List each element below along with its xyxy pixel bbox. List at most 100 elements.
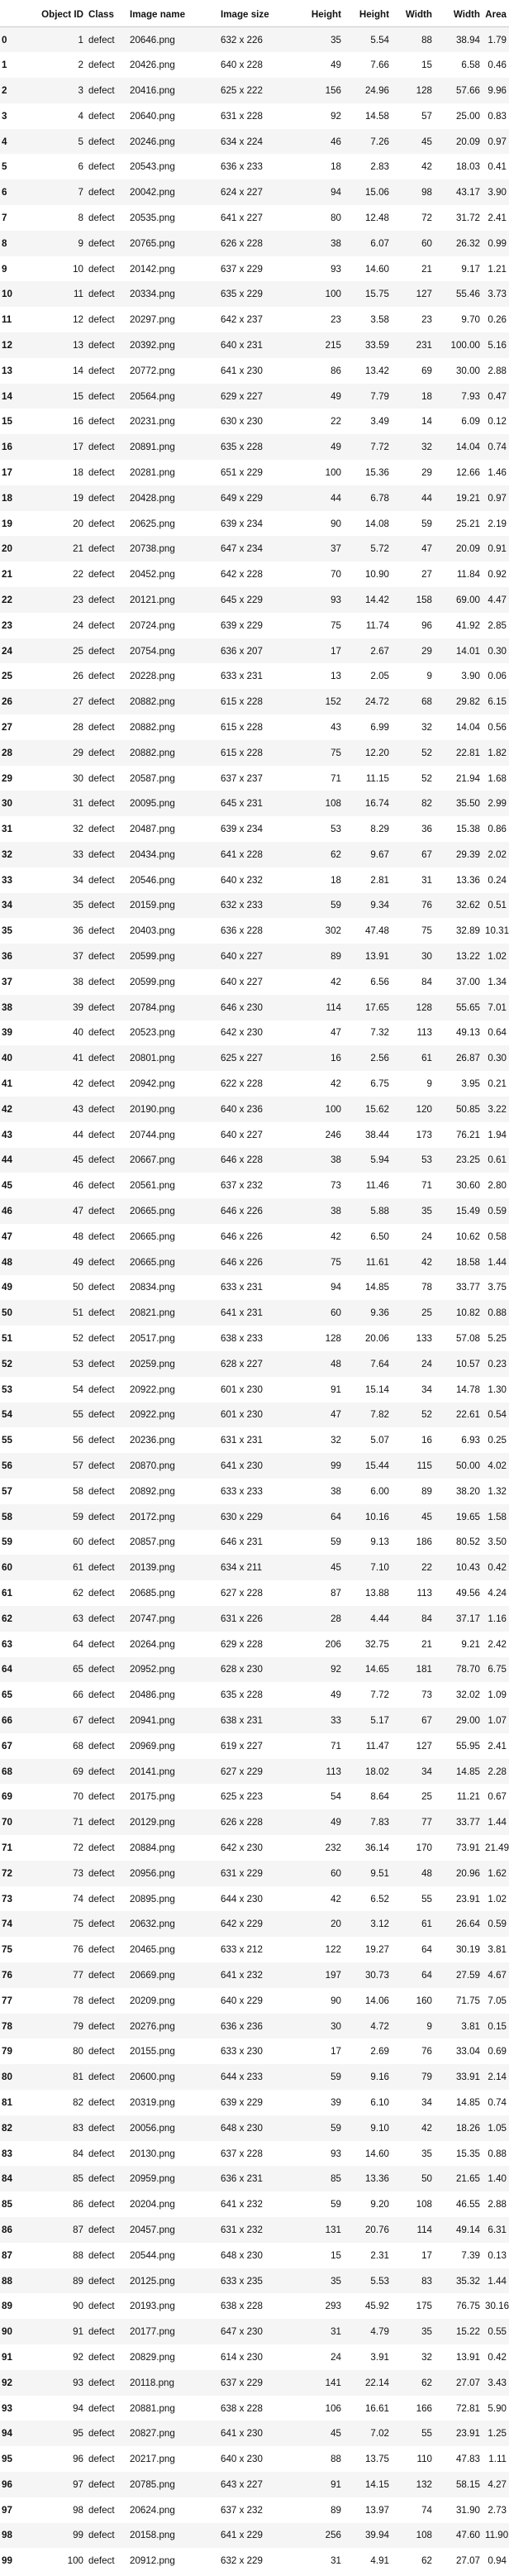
table-row: 79 80 defect 20155.png 633 x 230 17 2.69 76 33.0… (0, 2038, 509, 2064)
width-pct-cell: 47.60 (455, 2530, 480, 2541)
height-pct-cell: 7.02 (370, 2428, 389, 2440)
height-px-cell: 17 (331, 645, 341, 657)
height-px-cell: 59 (331, 2122, 341, 2134)
table-row: 44 45 defect 20667.png 646 x 228 38 5.94 53 23.2… (0, 1147, 509, 1173)
area-cell: 2.42 (488, 1638, 507, 1650)
image-name-cell: 20640.png (130, 110, 175, 122)
height-px-cell: 54 (331, 1791, 341, 1803)
area-cell: 30.16 (485, 2301, 509, 2312)
image-size-cell: 640 x 227 (221, 976, 263, 987)
image-size-cell: 647 x 230 (221, 2326, 263, 2338)
image-name-cell: 20392.png (130, 339, 175, 351)
width-px-cell: 64 (421, 1944, 432, 1956)
height-pct-cell: 7.26 (370, 136, 389, 147)
area-cell: 4.47 (488, 594, 507, 605)
row-index: 36 (2, 951, 12, 963)
height-pct-cell: 14.42 (364, 594, 389, 605)
height-pct-cell: 30.73 (364, 1969, 389, 1981)
area-cell: 0.91 (488, 543, 507, 555)
width-px-cell: 52 (421, 772, 432, 784)
row-index: 60 (2, 1562, 12, 1574)
image-size-cell: 641 x 232 (221, 1969, 263, 1981)
area-cell: 2.80 (488, 1180, 507, 1192)
height-px-cell: 59 (331, 2199, 341, 2210)
row-index: 91 (2, 2351, 12, 2363)
area-cell: 9.96 (488, 84, 507, 96)
width-pct-cell: 33.77 (455, 1282, 480, 1293)
image-name-cell: 20891.png (130, 442, 175, 453)
height-pct-cell: 33.59 (364, 339, 389, 351)
height-pct-cell: 2.56 (370, 1053, 389, 1064)
object-id-cell: 2 (78, 60, 83, 71)
row-index: 7 (2, 212, 7, 223)
class-cell: defect (88, 1384, 115, 1395)
header-class: Class (86, 2, 127, 27)
width-px-cell: 31 (421, 874, 432, 886)
height-px-cell: 38 (331, 237, 341, 249)
row-index: 79 (2, 2046, 12, 2057)
area-cell: 3.73 (488, 289, 507, 300)
row-index: 30 (2, 798, 12, 810)
object-id-cell: 94 (73, 2402, 83, 2414)
image-name-cell: 20646.png (130, 34, 175, 45)
object-id-cell: 3 (78, 84, 83, 96)
object-id-cell: 56 (73, 1435, 83, 1446)
table-row: 65 66 defect 20486.png 635 x 228 49 7.72 73 32.0… (0, 1682, 509, 1708)
table-row: 49 50 defect 20834.png 633 x 231 94 14.85 78 33.… (0, 1275, 509, 1301)
height-pct-cell: 9.36 (370, 1307, 389, 1319)
class-cell: defect (88, 1460, 115, 1472)
header-row: Object ID Class Image name Image size He… (0, 2, 509, 27)
width-pct-cell: 6.58 (461, 60, 480, 71)
area-cell: 0.86 (488, 824, 507, 835)
height-px-cell: 53 (331, 824, 341, 835)
width-px-cell: 114 (416, 2224, 432, 2235)
table-header: Object ID Class Image name Image size He… (0, 2, 509, 27)
image-size-cell: 631 x 226 (221, 1613, 263, 1624)
class-cell: defect (88, 619, 115, 631)
width-px-cell: 29 (421, 645, 432, 657)
object-id-cell: 80 (73, 2046, 83, 2057)
object-id-cell: 84 (73, 2148, 83, 2159)
height-pct-cell: 14.15 (364, 2478, 389, 2490)
row-index: 63 (2, 1638, 12, 1650)
row-index: 23 (2, 619, 12, 631)
width-pct-cell: 71.75 (455, 1995, 480, 2006)
object-id-cell: 28 (73, 721, 83, 733)
width-pct-cell: 10.82 (455, 1307, 480, 1319)
image-size-cell: 646 x 226 (221, 1256, 263, 1268)
area-cell: 0.83 (488, 110, 507, 122)
image-size-cell: 644 x 230 (221, 1893, 263, 1905)
width-px-cell: 35 (421, 2148, 432, 2159)
area-cell: 2.02 (488, 848, 507, 860)
height-pct-cell: 7.72 (370, 442, 389, 453)
area-cell: 2.88 (488, 365, 507, 376)
class-cell: defect (88, 1893, 115, 1905)
object-id-cell: 4 (78, 110, 83, 122)
class-cell: defect (88, 645, 115, 657)
height-pct-cell: 14.06 (364, 1995, 389, 2006)
width-px-cell: 34 (421, 1384, 432, 1395)
width-pct-cell: 37.17 (455, 1613, 480, 1624)
image-size-cell: 638 x 228 (221, 2301, 263, 2312)
class-cell: defect (88, 569, 115, 581)
area-cell: 3.43 (488, 2377, 507, 2388)
height-px-cell: 15 (331, 2249, 341, 2261)
area-cell: 0.30 (488, 645, 507, 657)
width-px-cell: 16 (421, 1435, 432, 1446)
width-pct-cell: 33.91 (455, 2072, 480, 2083)
width-pct-cell: 9.21 (461, 1638, 480, 1650)
height-px-cell: 49 (331, 442, 341, 453)
row-index: 35 (2, 925, 12, 937)
height-pct-cell: 16.74 (364, 798, 389, 810)
width-pct-cell: 26.32 (455, 237, 480, 249)
class-cell: defect (88, 1027, 115, 1039)
area-cell: 0.94 (488, 2555, 507, 2567)
height-pct-cell: 8.29 (370, 824, 389, 835)
object-id-cell: 76 (73, 1944, 83, 1956)
object-id-cell: 29 (73, 747, 83, 758)
object-id-cell: 42 (73, 1078, 83, 1090)
object-id-cell: 27 (73, 696, 83, 708)
height-px-cell: 93 (331, 594, 341, 605)
width-pct-cell: 49.13 (455, 1027, 480, 1039)
